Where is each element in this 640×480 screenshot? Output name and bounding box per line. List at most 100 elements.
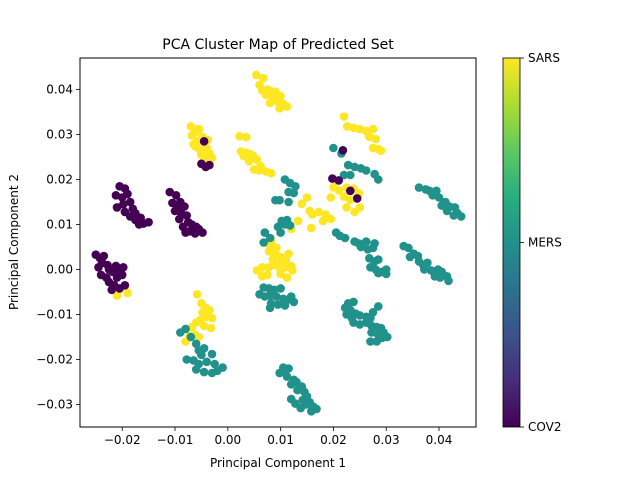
chart-title: PCA Cluster Map of Predicted Set <box>162 37 394 53</box>
point-cov2 <box>107 285 116 295</box>
point-mers <box>199 344 209 353</box>
point-sars <box>258 73 268 83</box>
point-cov2 <box>125 212 135 221</box>
point-sars <box>112 291 122 300</box>
point-mers <box>276 284 285 293</box>
point-mers <box>435 273 445 282</box>
point-cov2 <box>181 228 190 237</box>
point-mers <box>374 255 383 264</box>
colorbar-label-mers: MERS <box>528 236 562 250</box>
x-tick-label: 0.04 <box>426 433 453 447</box>
point-mers <box>361 166 371 175</box>
point-sars <box>194 124 204 134</box>
point-sars <box>371 134 381 144</box>
x-tick-label: 0.00 <box>214 433 241 447</box>
point-sars <box>302 193 312 202</box>
point-sars <box>326 193 336 202</box>
point-sars <box>282 273 292 282</box>
point-mers <box>355 311 365 320</box>
point-mers <box>284 187 293 197</box>
point-sars <box>307 223 316 233</box>
y-tick-label: 0.01 <box>46 218 73 232</box>
plot-area <box>79 57 477 428</box>
point-mers <box>291 182 300 191</box>
point-sars <box>255 166 264 175</box>
x-tick-label: −0.02 <box>104 433 141 447</box>
point-sars <box>205 305 214 315</box>
point-sars <box>339 112 349 121</box>
y-tick-label: −0.03 <box>36 398 73 412</box>
point-mers <box>202 357 211 367</box>
x-tick-label: 0.01 <box>267 433 294 447</box>
point-mers <box>289 297 299 307</box>
point-mers <box>434 193 444 202</box>
point-sars <box>207 153 217 163</box>
point-mers <box>414 183 424 192</box>
colorbar-label-sars: SARS <box>528 51 560 65</box>
point-mers <box>181 324 190 334</box>
point-cov2 <box>171 191 181 200</box>
point-sars <box>206 323 216 333</box>
point-sars <box>368 124 378 134</box>
point-mers <box>282 372 292 381</box>
point-mers <box>265 291 275 300</box>
point-mers <box>265 233 275 243</box>
point-sars <box>342 203 351 212</box>
x-axis-label: Principal Component 1 <box>210 456 346 470</box>
point-cov2 <box>112 203 122 212</box>
y-axis: −0.03 −0.02 −0.01 0.00 0.01 0.02 0.03 0.04 <box>36 83 80 412</box>
point-mers <box>191 365 201 374</box>
point-cov2 <box>120 281 130 290</box>
point-mers <box>381 269 391 279</box>
point-sars <box>329 182 338 192</box>
point-mers <box>339 170 349 180</box>
point-sars <box>235 132 244 141</box>
point-mers <box>197 350 206 360</box>
point-mers <box>273 300 283 309</box>
point-sars <box>288 266 297 275</box>
point-sars <box>275 104 284 113</box>
x-tick-label: 0.03 <box>373 433 400 447</box>
point-cov2 <box>199 137 209 146</box>
point-sars <box>246 150 255 159</box>
point-cov2 <box>346 186 355 196</box>
point-sars <box>276 269 285 279</box>
point-sars <box>264 263 274 272</box>
point-mers <box>276 228 285 237</box>
point-mers <box>207 349 217 359</box>
point-sars <box>199 321 209 331</box>
y-tick-label: −0.01 <box>36 308 73 322</box>
point-cov2 <box>134 220 144 229</box>
point-sars <box>318 216 328 226</box>
point-cov2 <box>352 194 362 203</box>
point-mers <box>361 237 371 246</box>
point-mers <box>374 268 383 278</box>
point-mers <box>285 221 295 230</box>
point-cov2 <box>334 176 344 185</box>
point-mers <box>367 328 376 337</box>
point-cov2 <box>198 228 207 237</box>
point-cov2 <box>144 217 153 227</box>
point-mers <box>444 276 453 286</box>
plot-frame <box>80 58 476 427</box>
point-sars <box>242 132 251 142</box>
point-mers <box>437 201 447 210</box>
point-mers <box>442 206 452 216</box>
point-cov2 <box>117 270 127 280</box>
point-sars <box>261 90 271 100</box>
point-mers <box>218 363 227 372</box>
point-sars <box>252 266 262 275</box>
point-cov2 <box>173 203 182 212</box>
point-cov2 <box>125 197 135 207</box>
point-sars <box>187 131 197 140</box>
point-cov2 <box>99 251 109 261</box>
point-cov2 <box>182 211 191 220</box>
point-sars <box>189 140 198 149</box>
point-cov2 <box>175 214 184 224</box>
colorbar-gradient <box>502 57 521 428</box>
point-sars <box>257 272 267 281</box>
point-mers <box>374 302 383 311</box>
point-mers <box>366 337 375 346</box>
colorbar: SARS MERS COV2 <box>502 51 562 434</box>
